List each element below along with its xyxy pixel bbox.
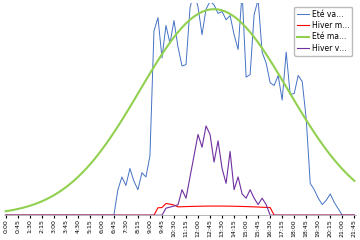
Eté ma… [352,179,356,182]
Hiver m… [212,205,216,208]
Eté ma… [212,8,216,11]
Hiver m… [12,214,16,217]
Eté va… [352,214,356,217]
Hiver v… [4,214,8,217]
Hiver v… [204,125,208,127]
Line: Hiver v…: Hiver v… [6,126,354,215]
Hiver m… [100,214,104,217]
Eté ma… [176,31,180,34]
Eté ma… [208,8,212,11]
Hiver v… [104,214,108,217]
Eté va… [12,214,16,217]
Hiver v… [212,161,216,163]
Hiver m… [332,214,337,217]
Eté va… [100,214,104,217]
Eté va… [4,214,8,217]
Hiver v… [352,214,356,217]
Hiver m… [164,202,168,205]
Hiver v… [100,214,104,217]
Hiver v… [176,204,180,206]
Hiver m… [4,214,8,217]
Hiver m… [352,214,356,217]
Eté ma… [104,143,108,146]
Line: Hiver m…: Hiver m… [6,204,354,215]
Line: Eté va…: Eté va… [6,0,354,215]
Hiver v… [332,214,337,217]
Eté va… [332,201,337,204]
Eté va… [212,3,216,6]
Line: Eté ma…: Eté ma… [6,9,354,211]
Eté ma… [12,208,16,211]
Hiver m… [180,205,184,208]
Eté va… [104,214,108,217]
Legend: Eté va…, Hiver m…, Eté ma…, Hiver v…: Eté va…, Hiver m…, Eté ma…, Hiver v… [294,6,352,56]
Eté ma… [100,148,104,151]
Eté ma… [4,210,8,213]
Eté va… [176,46,180,48]
Hiver v… [12,214,16,217]
Hiver m… [104,214,108,217]
Eté ma… [332,158,337,161]
